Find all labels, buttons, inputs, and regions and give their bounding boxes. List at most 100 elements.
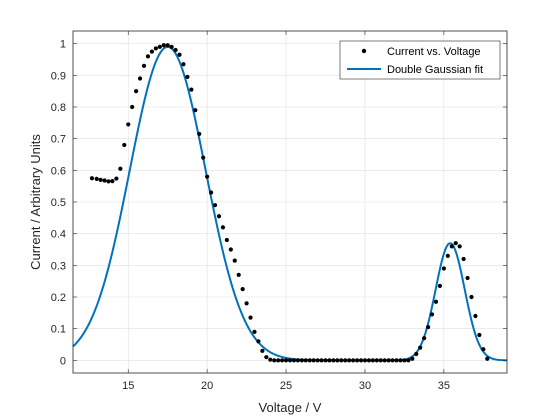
data-point [260,348,265,353]
data-point [445,253,450,258]
data-point [319,358,324,363]
data-point [457,244,462,249]
data-point [362,358,368,363]
data-point [331,358,336,363]
x-tick-label: 25 [280,380,292,392]
data-point [437,283,443,289]
x-tick-label: 20 [201,380,213,392]
data-point [425,324,431,330]
data-point [295,358,300,363]
y-tick-label: 0.6 [51,165,66,177]
y-axis-label: Current / Arbitrary Units [28,134,43,270]
y-tick-label: 0.5 [51,197,66,209]
data-point [323,358,328,363]
data-point [358,358,364,363]
data-point [205,174,210,179]
data-point [256,339,261,344]
y-tick-label: 0.8 [51,102,66,114]
y-tick-label: 0.7 [51,134,66,146]
data-point [469,294,474,300]
data-point [252,329,257,334]
y-tick-label: 0.2 [51,292,66,304]
x-tick-label: 35 [438,380,450,392]
data-point [134,89,139,94]
data-point [485,356,490,361]
data-point [236,272,241,277]
data-point [382,358,387,363]
data-point [161,43,166,48]
x-tick-label: 30 [359,380,371,392]
data-point [114,176,119,181]
data-point [264,355,269,360]
data-point [177,52,182,57]
data-point [173,47,178,53]
data-point [414,351,419,357]
data-point [149,49,155,54]
y-axis-ticks: 0 0.1 0.2 0.3 0.4 0.5 0.6 0.7 0.8 0.9 1 [51,39,507,367]
y-tick-label: 0 [60,355,66,367]
data-point [165,43,170,48]
x-axis-ticks: 15 20 25 30 35 [122,31,450,392]
data-point [201,155,206,160]
data-point [406,358,411,363]
data-point [339,358,344,363]
data-point [283,358,289,363]
data-point [98,177,103,182]
data-point [197,131,202,137]
y-tick-label: 1 [60,39,66,51]
data-point [126,122,131,127]
data-point [291,358,297,363]
y-tick-label: 0.9 [51,70,66,82]
data-point [102,178,107,183]
data-point [244,301,249,306]
data-point [354,358,360,363]
data-point [208,190,214,195]
data-point [232,258,237,263]
data-point [157,44,162,49]
data-point [410,356,415,361]
data-point [240,286,245,292]
data-point [106,179,111,184]
y-tick-label: 0.1 [51,324,66,336]
data-point [398,358,403,363]
legend-marker-icon [361,48,367,54]
data-point [366,358,372,363]
data-point [335,358,340,363]
data-point [89,176,95,181]
data-point [110,179,115,184]
data-point [311,358,316,363]
data-point [181,62,186,67]
data-point [280,358,285,363]
legend-entry-fit: Double Gaussian fit [387,64,483,76]
data-point [299,358,304,363]
data-point [303,358,308,363]
x-tick-label: 15 [122,380,134,392]
data-point [441,266,446,271]
data-point [453,241,458,246]
data-point [390,358,395,363]
data-point [118,166,123,171]
data-point [386,358,391,363]
data-point [224,237,229,243]
data-point [327,358,332,363]
data-point [433,299,439,304]
y-tick-label: 0.3 [51,260,66,272]
data-point [402,358,407,363]
data-point [276,358,281,363]
data-point [429,312,435,317]
data-point [189,87,194,92]
data-point [351,358,356,363]
data-point [137,76,143,81]
legend-entry-data: Current vs. Voltage [387,46,481,58]
data-point [193,108,198,113]
data-point [212,203,218,208]
data-point [130,104,135,110]
data-point [272,358,277,363]
data-point [473,313,478,319]
data-point [248,315,253,320]
data-point [461,256,466,262]
data-point [216,214,222,219]
data-point [449,244,454,249]
data-point [169,44,174,49]
data-point [418,345,423,350]
